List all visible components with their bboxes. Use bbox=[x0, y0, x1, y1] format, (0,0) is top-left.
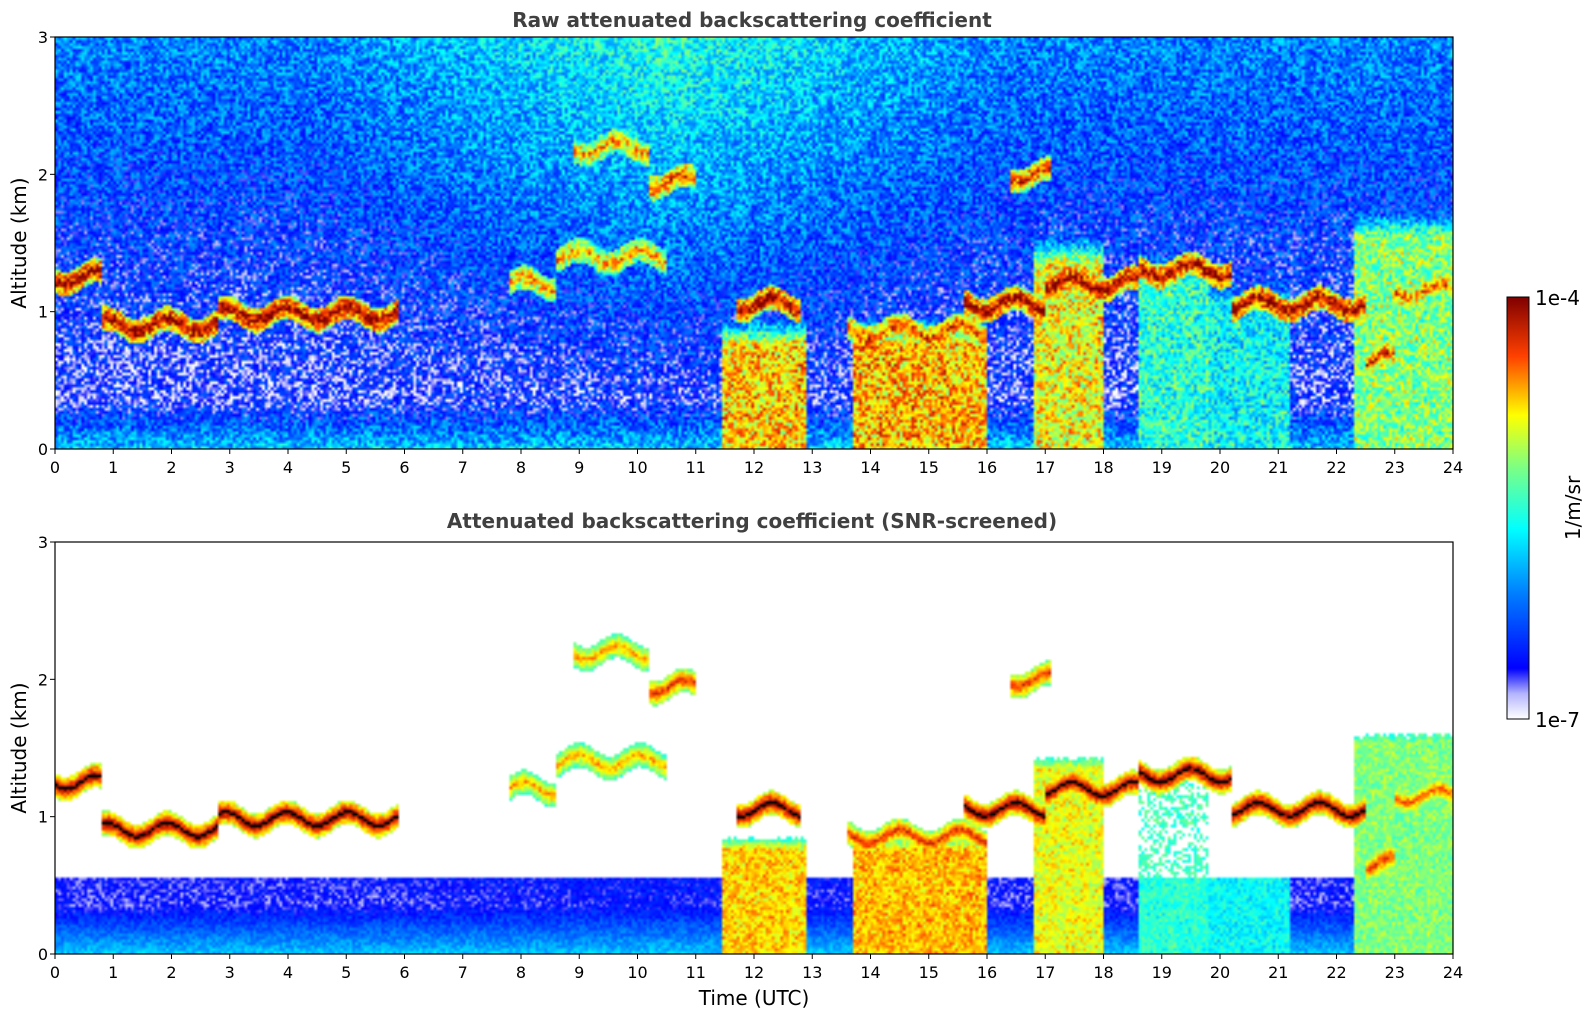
x-tick-label: 5 bbox=[341, 963, 351, 982]
x-tick-label: 2 bbox=[166, 458, 176, 477]
x-tick-label: 1 bbox=[108, 458, 118, 477]
x-tick-label: 14 bbox=[860, 458, 880, 477]
colorbar-gradient bbox=[1506, 296, 1530, 720]
x-tick-label: 4 bbox=[283, 458, 293, 477]
x-tick-label: 20 bbox=[1210, 963, 1230, 982]
x-tick-label: 10 bbox=[627, 963, 647, 982]
colorbar-unit-label: 1/m/sr bbox=[1561, 475, 1585, 540]
x-tick-label: 2 bbox=[166, 963, 176, 982]
y-tick-label: 2 bbox=[38, 670, 48, 689]
x-tick-label: 6 bbox=[399, 963, 409, 982]
x-tick-label: 8 bbox=[516, 458, 526, 477]
screened-backscatter-heatmap bbox=[55, 542, 1453, 954]
x-tick-label: 3 bbox=[225, 458, 235, 477]
x-tick-label: 22 bbox=[1326, 458, 1346, 477]
x-tick-label: 17 bbox=[1035, 963, 1055, 982]
x-tick-label: 17 bbox=[1035, 458, 1055, 477]
x-tick-label: 7 bbox=[458, 458, 468, 477]
x-tick-label: 22 bbox=[1326, 963, 1346, 982]
x-tick-label: 14 bbox=[860, 963, 880, 982]
x-tick-label: 24 bbox=[1443, 458, 1463, 477]
raw-panel-title: Raw attenuated backscattering coefficien… bbox=[512, 8, 992, 32]
x-tick-label: 21 bbox=[1268, 963, 1288, 982]
x-tick-label: 23 bbox=[1385, 963, 1405, 982]
x-tick-label: 16 bbox=[977, 458, 997, 477]
raw-panel-x-axis: 0 1 2 3 4 5 6 7 8 9 10 11 12 13 14 15 16 17 18 19 20 21 22 23 24 bbox=[50, 449, 1463, 477]
x-tick-label: 1 bbox=[108, 963, 118, 982]
x-tick-label: 10 bbox=[627, 458, 647, 477]
screened-panel-y-axis: 0 1 2 3 bbox=[38, 533, 55, 964]
x-tick-label: 3 bbox=[225, 963, 235, 982]
x-tick-label: 18 bbox=[1093, 458, 1113, 477]
x-tick-label: 11 bbox=[686, 963, 706, 982]
x-axis-label: Time (UTC) bbox=[698, 986, 810, 1010]
x-tick-label: 0 bbox=[50, 458, 60, 477]
x-tick-label: 18 bbox=[1093, 963, 1113, 982]
y-tick-label: 3 bbox=[38, 28, 48, 47]
raw-backscatter-heatmap bbox=[55, 37, 1453, 449]
x-tick-label: 23 bbox=[1385, 458, 1405, 477]
screened-panel-title: Attenuated backscattering coefficient (S… bbox=[447, 509, 1057, 533]
y-tick-label: 2 bbox=[38, 165, 48, 184]
colorbar-min-label: 1e-7 bbox=[1535, 708, 1580, 732]
y-tick-label: 1 bbox=[38, 808, 48, 827]
x-tick-label: 19 bbox=[1152, 963, 1172, 982]
y-tick-label: 1 bbox=[38, 303, 48, 322]
x-tick-label: 24 bbox=[1443, 963, 1463, 982]
raw-panel-y-label: Altitude (km) bbox=[7, 177, 31, 308]
y-tick-label: 0 bbox=[38, 440, 48, 459]
x-tick-label: 15 bbox=[919, 963, 939, 982]
x-tick-label: 20 bbox=[1210, 458, 1230, 477]
colorbar: 1e-4 1e-7 1/m/sr bbox=[1506, 286, 1585, 732]
y-tick-label: 3 bbox=[38, 533, 48, 552]
x-tick-label: 16 bbox=[977, 963, 997, 982]
x-tick-label: 5 bbox=[341, 458, 351, 477]
screened-panel-x-axis: 0 1 2 3 4 5 6 7 8 9 10 11 12 13 14 15 16 17 18 19 20 21 22 23 24 bbox=[50, 954, 1463, 982]
x-tick-label: 0 bbox=[50, 963, 60, 982]
x-tick-label: 9 bbox=[574, 458, 584, 477]
raw-backscatter-panel: Raw attenuated backscattering coefficien… bbox=[7, 8, 1463, 477]
screened-backscatter-panel: Attenuated backscattering coefficient (S… bbox=[7, 509, 1463, 1010]
x-tick-label: 7 bbox=[458, 963, 468, 982]
x-tick-label: 11 bbox=[686, 458, 706, 477]
x-tick-label: 8 bbox=[516, 963, 526, 982]
x-tick-label: 12 bbox=[744, 458, 764, 477]
y-tick-label: 0 bbox=[38, 945, 48, 964]
x-tick-label: 9 bbox=[574, 963, 584, 982]
raw-panel-y-axis: 0 1 2 3 bbox=[38, 28, 55, 459]
x-tick-label: 12 bbox=[744, 963, 764, 982]
colorbar-max-label: 1e-4 bbox=[1535, 286, 1580, 310]
x-tick-label: 4 bbox=[283, 963, 293, 982]
x-tick-label: 13 bbox=[802, 963, 822, 982]
screened-panel-y-label: Altitude (km) bbox=[7, 682, 31, 813]
x-tick-label: 6 bbox=[399, 458, 409, 477]
x-tick-label: 15 bbox=[919, 458, 939, 477]
x-tick-label: 19 bbox=[1152, 458, 1172, 477]
x-tick-label: 21 bbox=[1268, 458, 1288, 477]
x-tick-label: 13 bbox=[802, 458, 822, 477]
